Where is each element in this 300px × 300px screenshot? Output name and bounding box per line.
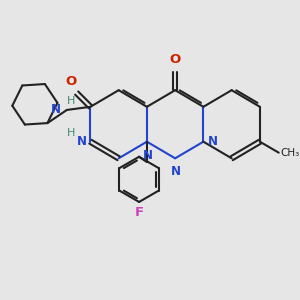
Text: CH₃: CH₃ xyxy=(280,148,299,158)
Text: F: F xyxy=(134,206,144,219)
Text: N: N xyxy=(142,148,152,162)
Text: N: N xyxy=(171,165,181,178)
Text: N: N xyxy=(76,135,87,148)
Text: O: O xyxy=(169,53,181,66)
Text: N: N xyxy=(208,135,218,148)
Text: N: N xyxy=(51,103,61,116)
Text: O: O xyxy=(65,75,76,88)
Text: H: H xyxy=(67,128,75,138)
Text: H: H xyxy=(67,95,75,106)
